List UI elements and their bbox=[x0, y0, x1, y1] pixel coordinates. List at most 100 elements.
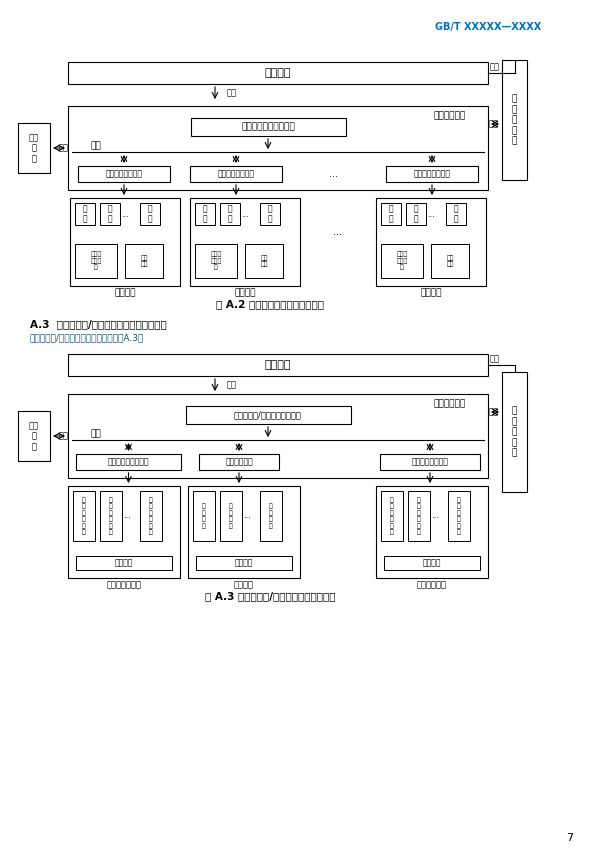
Bar bbox=[386, 166, 478, 182]
Bar bbox=[406, 203, 426, 225]
Bar bbox=[70, 198, 180, 286]
Bar bbox=[196, 556, 292, 570]
Text: ...: ... bbox=[241, 209, 249, 218]
Bar bbox=[381, 491, 403, 541]
Text: ...: ... bbox=[121, 209, 129, 218]
Bar bbox=[125, 244, 163, 278]
Text: 水电解制氢管理单元: 水电解制氢管理单元 bbox=[108, 457, 150, 467]
Text: 电池管理系统: 电池管理系统 bbox=[434, 111, 466, 121]
Bar bbox=[75, 203, 95, 225]
Text: 通信: 通信 bbox=[490, 63, 500, 71]
Bar bbox=[195, 244, 237, 278]
Bar bbox=[431, 244, 469, 278]
Text: 燃
料
电
池
系
统: 燃 料 电 池 系 统 bbox=[390, 497, 394, 536]
Text: 电池模块: 电池模块 bbox=[114, 288, 136, 298]
Bar bbox=[380, 454, 480, 470]
Text: 液流电池系统管理单元: 液流电池系统管理单元 bbox=[241, 122, 295, 132]
Text: 辅助
系统: 辅助 系统 bbox=[260, 255, 268, 267]
Text: ...: ... bbox=[329, 169, 338, 179]
Bar bbox=[220, 203, 240, 225]
Bar bbox=[190, 166, 282, 182]
Bar bbox=[245, 244, 283, 278]
Text: 储
氢
瓶
组: 储 氢 瓶 组 bbox=[269, 503, 273, 529]
Text: 通信: 通信 bbox=[489, 120, 499, 128]
Text: 7: 7 bbox=[566, 833, 573, 843]
Text: 燃料电池模块: 燃料电池模块 bbox=[417, 581, 447, 590]
Bar bbox=[260, 491, 282, 541]
Text: 燃
料
电
池
系
统: 燃 料 电 池 系 统 bbox=[417, 497, 421, 536]
Bar bbox=[193, 491, 215, 541]
Text: 电解液
循环系
统: 电解液 循环系 统 bbox=[210, 252, 222, 270]
Text: 电池模块: 电池模块 bbox=[234, 288, 256, 298]
Bar bbox=[68, 394, 488, 478]
Text: 电池管理系统: 电池管理系统 bbox=[434, 400, 466, 409]
Bar bbox=[446, 203, 466, 225]
Bar bbox=[100, 203, 120, 225]
Text: 燃料电池管理单元: 燃料电池管理单元 bbox=[411, 457, 448, 467]
Bar bbox=[448, 491, 470, 541]
Text: 电
解
制
氢
系
统: 电 解 制 氢 系 统 bbox=[149, 497, 153, 536]
Bar bbox=[18, 411, 50, 461]
Text: 储
能
变
流
器: 储 能 变 流 器 bbox=[512, 94, 517, 145]
Text: 电
堆: 电 堆 bbox=[108, 204, 112, 224]
Text: 电
堆: 电 堆 bbox=[203, 204, 208, 224]
Text: 监控系统: 监控系统 bbox=[265, 360, 291, 370]
Text: 图 A.3 水电解制氢/燃料电池典型通信架构: 图 A.3 水电解制氢/燃料电池典型通信架构 bbox=[205, 591, 335, 601]
Text: 燃
料
电
池
系
统: 燃 料 电 池 系 统 bbox=[457, 497, 461, 536]
Text: 辅助
系统: 辅助 系统 bbox=[141, 255, 148, 267]
Text: 水电解制氢/燃料电油管理系统: 水电解制氢/燃料电油管理系统 bbox=[234, 411, 302, 420]
Text: 消防
系
统: 消防 系 统 bbox=[29, 421, 39, 450]
Text: ...: ... bbox=[427, 209, 435, 218]
Text: 辅助系统: 辅助系统 bbox=[423, 558, 441, 568]
Text: 辅助
系统: 辅助 系统 bbox=[446, 255, 454, 267]
Text: 通信: 通信 bbox=[59, 432, 69, 440]
Bar bbox=[384, 556, 480, 570]
Text: 消防
系
统: 消防 系 统 bbox=[29, 133, 39, 163]
Text: 电
堆: 电 堆 bbox=[414, 204, 419, 224]
Text: 辅助系统: 辅助系统 bbox=[115, 558, 133, 568]
Bar bbox=[68, 62, 488, 84]
Bar bbox=[68, 106, 488, 190]
Text: 监控系统: 监控系统 bbox=[265, 68, 291, 78]
Text: 电解液
循环系
统: 电解液 循环系 统 bbox=[90, 252, 102, 270]
Text: 辅助系统: 辅助系统 bbox=[235, 558, 253, 568]
Bar bbox=[188, 486, 300, 578]
Bar bbox=[195, 203, 215, 225]
Text: 通信: 通信 bbox=[59, 144, 69, 152]
Text: 水电解制氢/燃料电池典型通信架构见图A.3。: 水电解制氢/燃料电池典型通信架构见图A.3。 bbox=[30, 333, 144, 343]
Bar bbox=[376, 486, 488, 578]
Text: 电池模块: 电池模块 bbox=[420, 288, 442, 298]
Text: 通信: 通信 bbox=[227, 88, 237, 98]
Bar bbox=[191, 118, 346, 136]
Text: 电
解
制
氢
系
统: 电 解 制 氢 系 统 bbox=[82, 497, 86, 536]
Text: 电池模块管理单元: 电池模块管理单元 bbox=[413, 169, 450, 178]
Bar bbox=[76, 556, 172, 570]
Bar bbox=[502, 60, 527, 180]
Text: 电
堆: 电 堆 bbox=[454, 204, 458, 224]
Bar bbox=[220, 491, 242, 541]
Text: 电池模块管理单元: 电池模块管理单元 bbox=[105, 169, 142, 178]
Text: 通信: 通信 bbox=[91, 429, 102, 439]
Bar bbox=[73, 491, 95, 541]
Text: 电池模块管理单元: 电池模块管理单元 bbox=[218, 169, 255, 178]
Bar bbox=[68, 486, 180, 578]
Bar bbox=[75, 244, 117, 278]
Bar bbox=[185, 406, 350, 424]
Text: A.3  水电解制氢/燃料电池管理典型通信架构: A.3 水电解制氢/燃料电池管理典型通信架构 bbox=[30, 319, 167, 329]
Text: 通信: 通信 bbox=[490, 354, 500, 364]
Text: 水电解制氢模块: 水电解制氢模块 bbox=[106, 581, 142, 590]
Bar bbox=[76, 454, 181, 470]
Text: 电
堆: 电 堆 bbox=[83, 204, 87, 224]
Bar bbox=[68, 354, 488, 376]
Text: 通信: 通信 bbox=[91, 141, 102, 150]
Bar bbox=[140, 491, 162, 541]
Text: 图 A.2 液流电池管理典型通信架构: 图 A.2 液流电池管理典型通信架构 bbox=[216, 299, 324, 309]
Text: 电解液
循环系
统: 电解液 循环系 统 bbox=[396, 252, 408, 270]
Bar bbox=[78, 166, 170, 182]
Text: 电
堆: 电 堆 bbox=[228, 204, 232, 224]
Bar bbox=[18, 123, 50, 173]
Bar bbox=[376, 198, 486, 286]
Bar bbox=[408, 491, 430, 541]
Text: ...: ... bbox=[431, 512, 439, 520]
Text: 储氢管理单元: 储氢管理单元 bbox=[225, 457, 253, 467]
